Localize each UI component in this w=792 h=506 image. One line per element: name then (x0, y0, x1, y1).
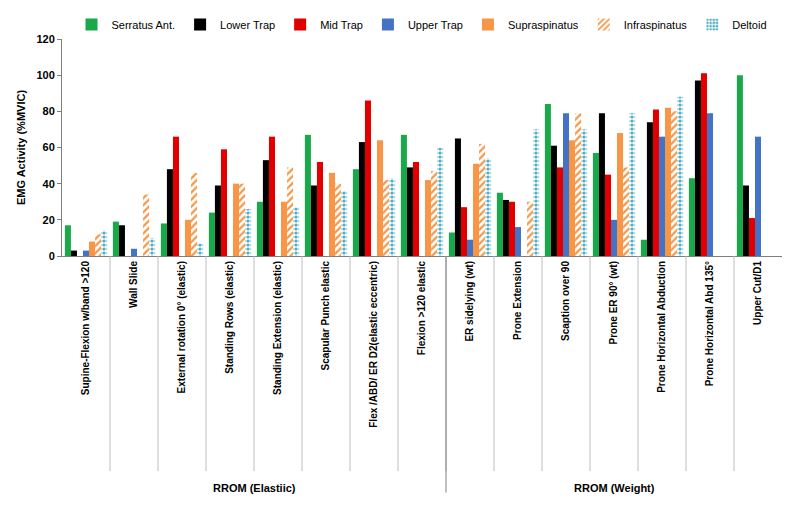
svg-text:Flexion >120 elastic: Flexion >120 elastic (416, 261, 427, 356)
svg-text:Standing Rows (elastic): Standing Rows (elastic) (224, 261, 235, 374)
svg-text:100: 100 (36, 69, 54, 81)
svg-text:Upper Cut/D1: Upper Cut/D1 (752, 261, 763, 325)
svg-text:Scaption over 90: Scaption over 90 (560, 261, 571, 341)
svg-text:Supraspinatus: Supraspinatus (508, 19, 579, 31)
svg-text:Prone Extension: Prone Extension (512, 261, 523, 340)
svg-text:ER sidelying (wt): ER sidelying (wt) (464, 261, 475, 342)
svg-text:Wall Slide: Wall Slide (128, 261, 139, 308)
svg-text:Lower Trap: Lower Trap (220, 19, 275, 31)
svg-text:0: 0 (49, 250, 55, 262)
svg-text:Mid Trap: Mid Trap (320, 19, 363, 31)
svg-text:Prone ER 90° (wt): Prone ER 90° (wt) (608, 261, 619, 344)
svg-text:External rotation 0° (elastic): External rotation 0° (elastic) (176, 261, 187, 393)
svg-text:Upper Trap: Upper Trap (408, 19, 463, 31)
svg-text:80: 80 (43, 105, 55, 117)
svg-text:EMG Activity (%MVIC): EMG Activity (%MVIC) (15, 90, 27, 205)
svg-text:Prone Horizontal Abduction: Prone Horizontal Abduction (656, 261, 667, 393)
svg-text:Infraspinatus: Infraspinatus (624, 19, 687, 31)
svg-text:Deltoid: Deltoid (732, 19, 766, 31)
svg-text:60: 60 (43, 141, 55, 153)
svg-text:120: 120 (36, 33, 54, 45)
svg-text:Flex /ABD/ ER D2(elastic eccen: Flex /ABD/ ER D2(elastic eccentric) (368, 261, 379, 428)
svg-text:Prone Horizontal Abd 135°: Prone Horizontal Abd 135° (704, 261, 715, 386)
svg-text:RROM (Elastiic): RROM (Elastiic) (213, 482, 296, 494)
svg-text:40: 40 (43, 178, 55, 190)
svg-text:Serratus Ant.: Serratus Ant. (112, 19, 176, 31)
svg-text:Standing Extension (elastic): Standing Extension (elastic) (272, 261, 283, 395)
svg-text:Supine-Flexion w/band >120: Supine-Flexion w/band >120 (80, 261, 91, 396)
svg-text:20: 20 (43, 214, 55, 226)
svg-text:Scapular Punch elastic: Scapular Punch elastic (320, 261, 331, 371)
svg-text:RROM (Weight): RROM (Weight) (574, 482, 655, 494)
